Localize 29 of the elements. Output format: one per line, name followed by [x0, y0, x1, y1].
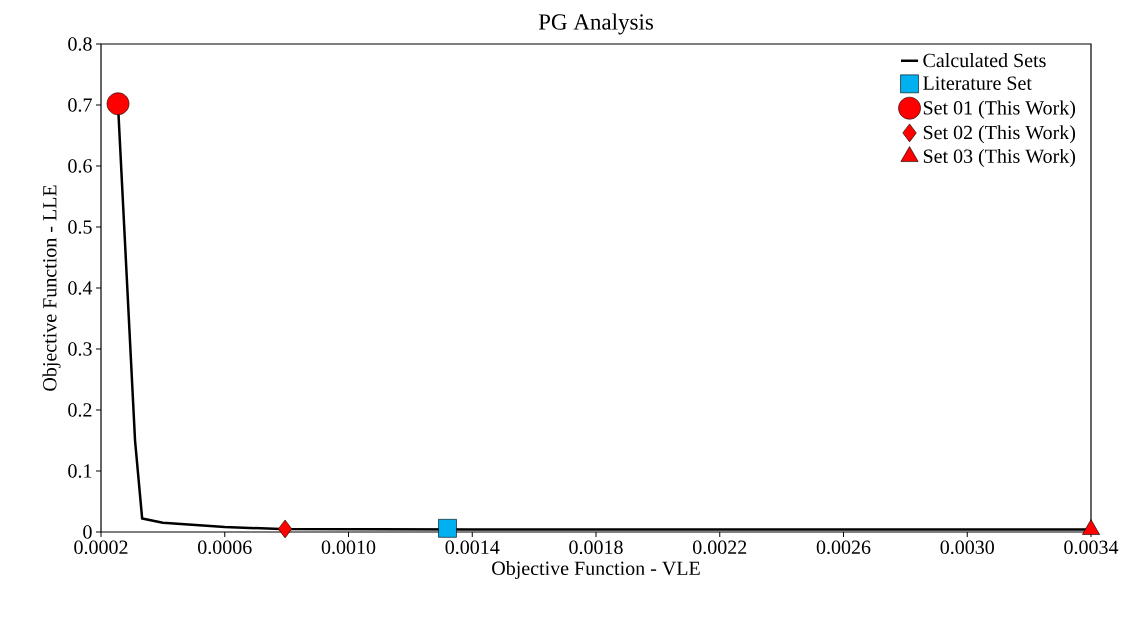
- legend-label: Set 02 (This Work): [923, 125, 1076, 144]
- x-tick-label: 0.0018: [569, 540, 623, 555]
- y-tick-label: 0.3: [68, 342, 92, 356]
- x-tick-label: 0.0002: [74, 540, 128, 555]
- x-tick-label: 0.0014: [445, 540, 500, 555]
- x-tick-label: 0.0010: [321, 540, 376, 555]
- x-axis-title: Objective Function - VLE: [492, 560, 700, 580]
- x-tick-label: 0.0022: [693, 540, 747, 555]
- y-tick-label: 0.6: [68, 159, 92, 173]
- x-tick-label: 0.0026: [816, 540, 871, 555]
- y-tick-label: 0.2: [68, 403, 92, 417]
- x-tick-label: 0.0034: [1064, 540, 1119, 555]
- legend-label: Calculated Sets: [923, 53, 1046, 68]
- y-axis-title: Objective Function - LLE: [42, 185, 61, 391]
- y-tick-label: 0.5: [68, 220, 92, 234]
- y-tick-label: 0.4: [68, 281, 93, 295]
- point: [106, 92, 130, 116]
- chart-title: PG Analysis: [538, 13, 653, 35]
- y-tick-label: 0.1: [68, 464, 92, 478]
- y-tick-label: 0: [83, 525, 92, 539]
- y-tick-label: 0.8: [68, 37, 92, 51]
- x-tick-label: 0.0006: [198, 540, 252, 555]
- point: [438, 519, 457, 538]
- legend-label: Set 03 (This Work): [923, 148, 1076, 168]
- legend-label: Set 01 (This Work): [923, 100, 1076, 119]
- legend-label: Literature Set: [923, 76, 1032, 90]
- point: [278, 519, 293, 539]
- y-tick-label: 0.7: [68, 98, 92, 112]
- x-tick-label: 0.0030: [940, 540, 994, 555]
